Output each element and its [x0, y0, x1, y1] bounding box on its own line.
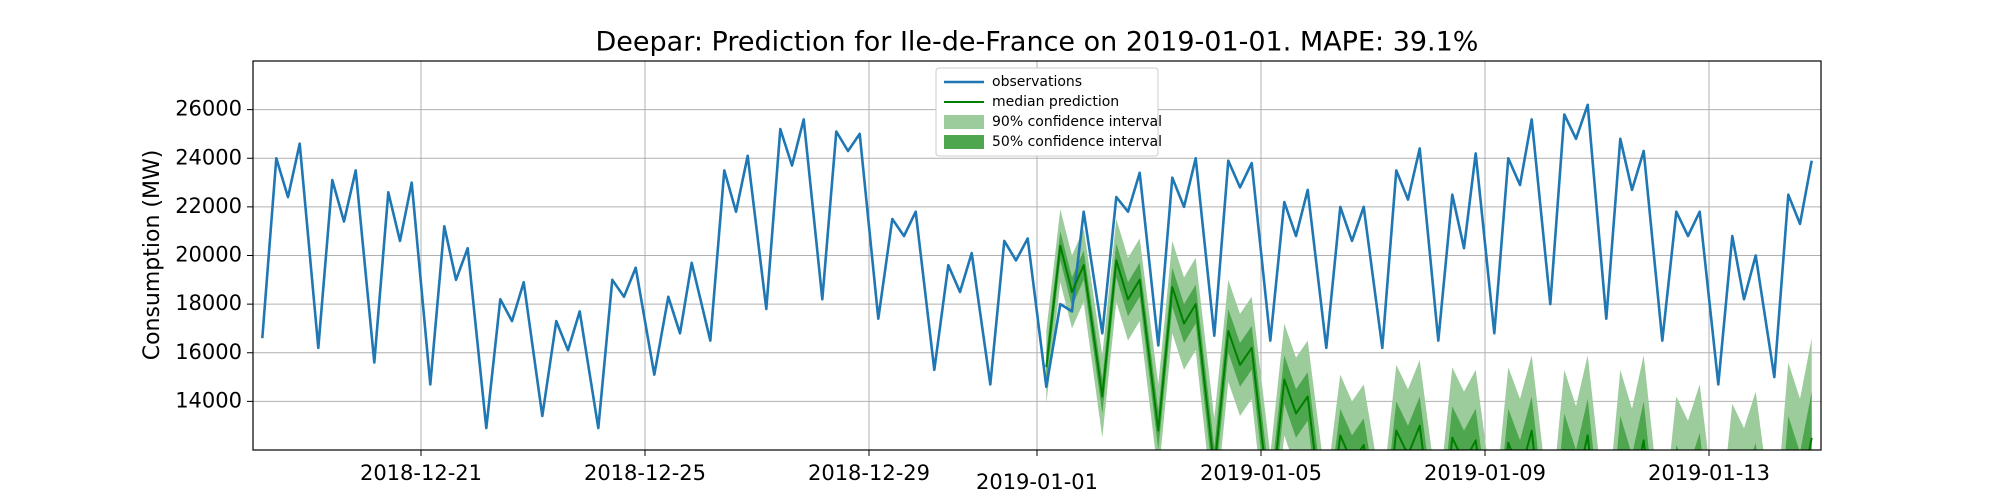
- observation-line: [261, 103, 1813, 430]
- x-tick-label: 2019-01-01: [976, 470, 1098, 494]
- x-tick-label: 2019-01-13: [1648, 461, 1770, 485]
- x-tick-label: 2018-12-25: [584, 461, 706, 485]
- chart-title: Deepar: Prediction for Ile-de-France on …: [596, 27, 1479, 58]
- legend-swatch: [944, 135, 984, 149]
- x-tick-label: 2019-01-05: [1200, 461, 1322, 485]
- x-tick-label: 2018-12-21: [360, 461, 482, 485]
- y-tick-label: 20000: [175, 243, 242, 267]
- y-tick-label: 22000: [175, 194, 242, 218]
- legend-label: observations: [992, 74, 1082, 90]
- y-tick-label: 14000: [175, 388, 242, 412]
- y-tick-label: 16000: [175, 340, 242, 364]
- legend: observations median prediction 90% confide…: [935, 67, 1162, 157]
- legend-label: median prediction: [992, 94, 1119, 110]
- y-axis-label: Consumption (MW): [140, 150, 165, 361]
- y-tick-label: 24000: [175, 145, 242, 169]
- x-tick-label: 2019-01-09: [1424, 461, 1546, 485]
- plot-area: [261, 103, 1813, 450]
- legend-swatch: [944, 115, 984, 129]
- median-line: [1045, 244, 1813, 450]
- legend-label: 50% confidence interval: [992, 134, 1162, 150]
- confidence-band: [1046, 209, 1812, 450]
- y-tick-label: 18000: [175, 291, 242, 315]
- legend-box: [935, 67, 1159, 157]
- y-tick-label: 26000: [175, 97, 242, 121]
- legend-label: 90% confidence interval: [992, 114, 1162, 130]
- x-tick-label: 2018-12-29: [808, 461, 930, 485]
- axes: 14000 16000 18000 20000 22000 24000 26000 2018-…: [175, 97, 1770, 494]
